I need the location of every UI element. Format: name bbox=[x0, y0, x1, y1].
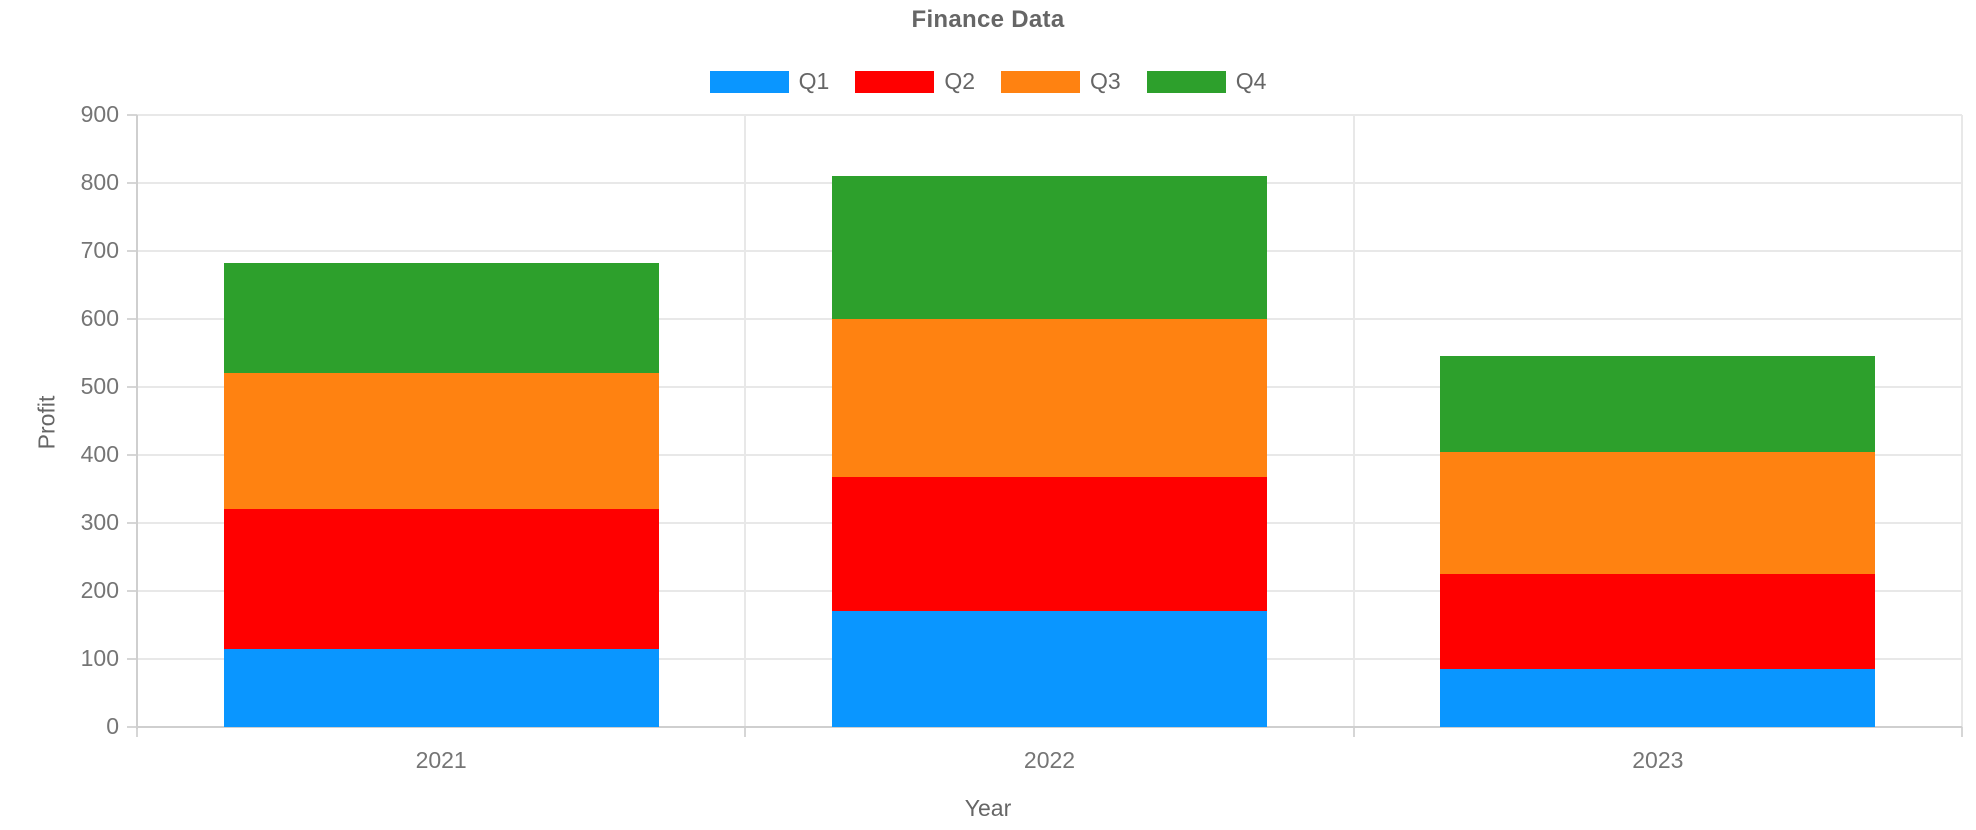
legend-swatch-q3 bbox=[1001, 70, 1080, 93]
y-axis-line bbox=[136, 115, 138, 729]
legend-label-q1: Q1 bbox=[798, 68, 830, 94]
legend-item-q4[interactable]: Q4 bbox=[1146, 68, 1267, 95]
x-tick-label-2022: 2022 bbox=[1023, 747, 1076, 773]
bar-segment-q4-2022 bbox=[832, 176, 1267, 319]
x-tick-label-2023: 2023 bbox=[1632, 747, 1684, 773]
y-tick-label-700: 700 bbox=[80, 237, 119, 263]
x-tick-label-2021: 2021 bbox=[415, 747, 467, 773]
y-tick-0 bbox=[127, 726, 137, 728]
x-axis-line bbox=[137, 726, 1962, 728]
y-tick-label-400: 400 bbox=[80, 441, 119, 467]
y-tick-300 bbox=[127, 522, 137, 524]
legend-swatch-q1 bbox=[709, 70, 789, 93]
bar-segment-q3-2023 bbox=[1440, 451, 1876, 574]
legend-item-q2[interactable]: Q2 bbox=[855, 68, 975, 95]
y-tick-label-600: 600 bbox=[80, 305, 119, 331]
bar-segment-q1-2022 bbox=[832, 611, 1267, 727]
x-tick-0 bbox=[136, 727, 138, 737]
y-tick-600 bbox=[127, 318, 137, 320]
legend-item-q3[interactable]: Q3 bbox=[1001, 68, 1121, 95]
x-gridline-1 bbox=[744, 115, 747, 727]
x-tick-2 bbox=[1352, 727, 1355, 737]
legend-swatch-q2 bbox=[855, 70, 935, 93]
y-tick-100 bbox=[127, 658, 137, 660]
legend-label-q2: Q2 bbox=[944, 68, 975, 94]
x-tick-1 bbox=[744, 727, 747, 737]
bar-segment-q3-2022 bbox=[832, 319, 1267, 477]
bar-segment-q1-2023 bbox=[1440, 669, 1876, 727]
x-gridline-3 bbox=[1961, 115, 1963, 727]
chart-title: Finance Data bbox=[911, 6, 1065, 33]
y-tick-400 bbox=[127, 454, 137, 456]
chart-legend: Q1 Q2 Q3 Q4 bbox=[0, 68, 1976, 95]
y-tick-label-200: 200 bbox=[80, 577, 119, 603]
bar-segment-q1-2021 bbox=[223, 648, 659, 727]
legend-label-q4: Q4 bbox=[1235, 68, 1267, 94]
x-gridline-2 bbox=[1352, 115, 1355, 727]
x-axis-title: Year bbox=[964, 795, 1012, 821]
bar-segment-q2-2023 bbox=[1440, 574, 1876, 670]
y-tick-700 bbox=[127, 250, 137, 252]
y-tick-label-100: 100 bbox=[80, 645, 119, 671]
y-axis-title: Profit bbox=[33, 395, 60, 450]
x-tick-3 bbox=[1961, 727, 1963, 737]
y-tick-500 bbox=[127, 386, 137, 388]
y-tick-200 bbox=[127, 590, 137, 592]
y-gridline-900 bbox=[137, 114, 1962, 116]
y-tick-800 bbox=[127, 182, 137, 184]
y-tick-label-0: 0 bbox=[106, 713, 119, 739]
legend-item-q1[interactable]: Q1 bbox=[709, 68, 830, 95]
legend-swatch-q4 bbox=[1146, 70, 1226, 93]
y-tick-label-800: 800 bbox=[80, 169, 119, 195]
bar-segment-q4-2021 bbox=[223, 263, 659, 374]
y-tick-label-500: 500 bbox=[80, 373, 119, 399]
legend-label-q3: Q3 bbox=[1090, 68, 1121, 94]
bar-segment-q3-2021 bbox=[223, 373, 659, 510]
bar-segment-q4-2023 bbox=[1440, 356, 1876, 452]
y-tick-900 bbox=[127, 114, 137, 116]
bar-segment-q2-2021 bbox=[223, 509, 659, 649]
y-tick-label-300: 300 bbox=[80, 509, 119, 535]
y-tick-label-900: 900 bbox=[80, 101, 119, 127]
bar-segment-q2-2022 bbox=[832, 476, 1267, 612]
